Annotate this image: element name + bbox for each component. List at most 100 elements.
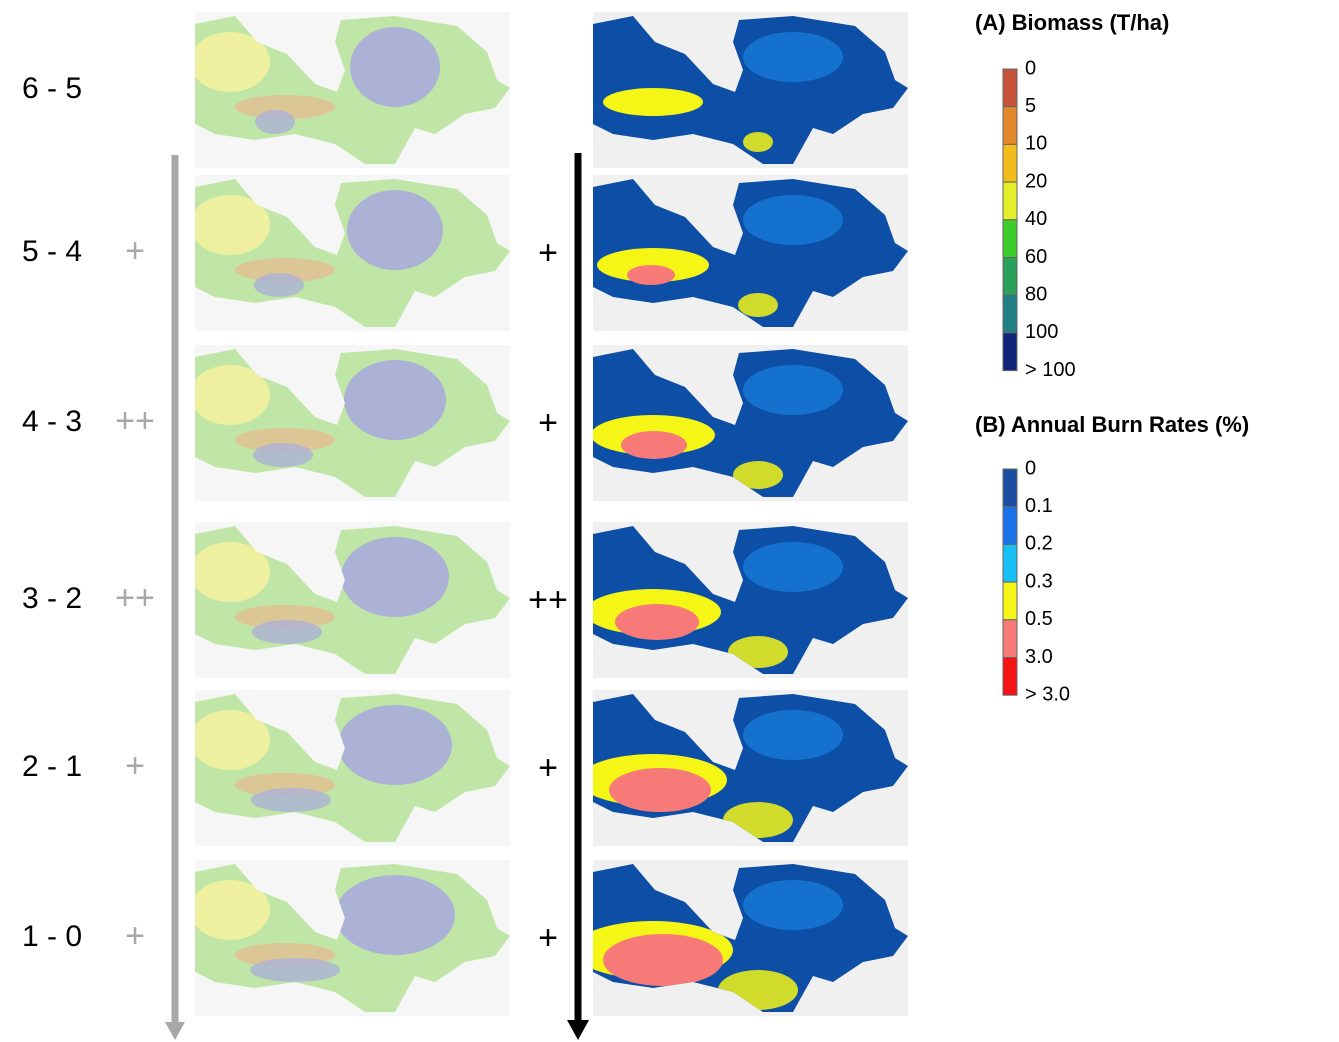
legend-swatch (1002, 619, 1018, 658)
map-detail (195, 190, 443, 297)
region (235, 95, 335, 119)
region (743, 132, 773, 152)
legend-swatch (1002, 543, 1018, 583)
region (255, 110, 295, 134)
row-label: 1 - 0 (22, 920, 82, 953)
region (728, 636, 788, 668)
row-label: 5 - 4 (22, 235, 82, 268)
region (235, 428, 335, 452)
legend-label: 100 (1025, 321, 1058, 343)
legend-title: (B) Annual Burn Rates (%) (975, 412, 1249, 437)
region (743, 195, 843, 245)
region (341, 537, 449, 617)
burn-change: + (538, 919, 558, 957)
region (603, 934, 723, 986)
region (738, 293, 778, 317)
biomass-change: + (125, 232, 145, 270)
legend-swatch (1002, 257, 1018, 296)
region (195, 365, 270, 425)
map-detail (195, 27, 440, 134)
biomass-map (195, 175, 510, 331)
legend-label: 80 (1025, 283, 1047, 305)
burn-change: + (538, 234, 558, 272)
region (250, 958, 340, 982)
burn-map (593, 522, 908, 678)
region (743, 365, 843, 415)
biomass-map (195, 690, 510, 846)
biomass-change: + (125, 747, 145, 785)
biomass-map (195, 522, 510, 678)
map-detail (195, 875, 455, 982)
region (235, 258, 335, 282)
region (195, 880, 270, 940)
legend-swatch (1002, 143, 1018, 183)
legend-swatch (1002, 294, 1018, 334)
region (621, 431, 687, 459)
map-detail (195, 360, 446, 467)
legend-label: 60 (1025, 246, 1047, 268)
burn-change: ++ (528, 581, 568, 619)
burn-map (593, 175, 908, 331)
map-detail (593, 365, 843, 489)
legend-label: 0.5 (1025, 608, 1053, 630)
legend-label: 0.3 (1025, 570, 1053, 592)
biomass-change: ++ (115, 579, 155, 617)
biomass-change: ++ (115, 402, 155, 440)
legend-label: 0.1 (1025, 495, 1053, 517)
region (615, 604, 699, 640)
legend-title: (A) Biomass (T/ha) (975, 10, 1169, 35)
region (597, 248, 709, 282)
legend-swatch (1002, 581, 1018, 621)
region (743, 710, 843, 760)
region (335, 875, 455, 955)
legend-swatch (1002, 68, 1018, 108)
legend-label: > 3.0 (1025, 683, 1070, 705)
row-label: 3 - 2 (22, 582, 82, 615)
burn-map (593, 345, 908, 501)
region (195, 710, 270, 770)
region (251, 788, 331, 812)
region (344, 360, 446, 440)
burn-map (593, 12, 908, 168)
region (350, 27, 440, 107)
map-detail (195, 537, 449, 644)
region (743, 880, 843, 930)
map-detail (593, 710, 843, 838)
region (195, 542, 270, 602)
legend-label: 0 (1025, 57, 1036, 79)
region (627, 265, 675, 285)
region (338, 705, 452, 785)
region (603, 88, 703, 116)
legend-swatch (1002, 468, 1018, 508)
legend-label: 10 (1025, 133, 1047, 155)
region (254, 273, 304, 297)
region (195, 32, 270, 92)
row-label: 6 - 5 (22, 72, 82, 105)
region (743, 32, 843, 82)
burn-change: + (538, 749, 558, 787)
map-detail (597, 195, 843, 317)
region (609, 768, 711, 812)
legend-label: 0.2 (1025, 533, 1053, 555)
biomass-change: + (125, 917, 145, 955)
map-detail (195, 705, 452, 812)
legend-swatch (1002, 332, 1018, 372)
biomass-map (195, 345, 510, 501)
legend-swatch (1002, 219, 1018, 259)
region (347, 190, 443, 270)
burn-arrowhead (567, 1020, 589, 1040)
legend-label: 20 (1025, 170, 1047, 192)
region (743, 542, 843, 592)
row-label: 2 - 1 (22, 750, 82, 783)
map-detail (593, 542, 843, 668)
biomass-map (195, 860, 510, 1016)
legend-label: 5 (1025, 95, 1036, 117)
legend-swatch (1002, 106, 1018, 145)
burn-change: + (538, 404, 558, 442)
region (195, 195, 270, 255)
map-detail (603, 32, 843, 152)
legend-label: 3.0 (1025, 646, 1053, 668)
region (253, 443, 313, 467)
